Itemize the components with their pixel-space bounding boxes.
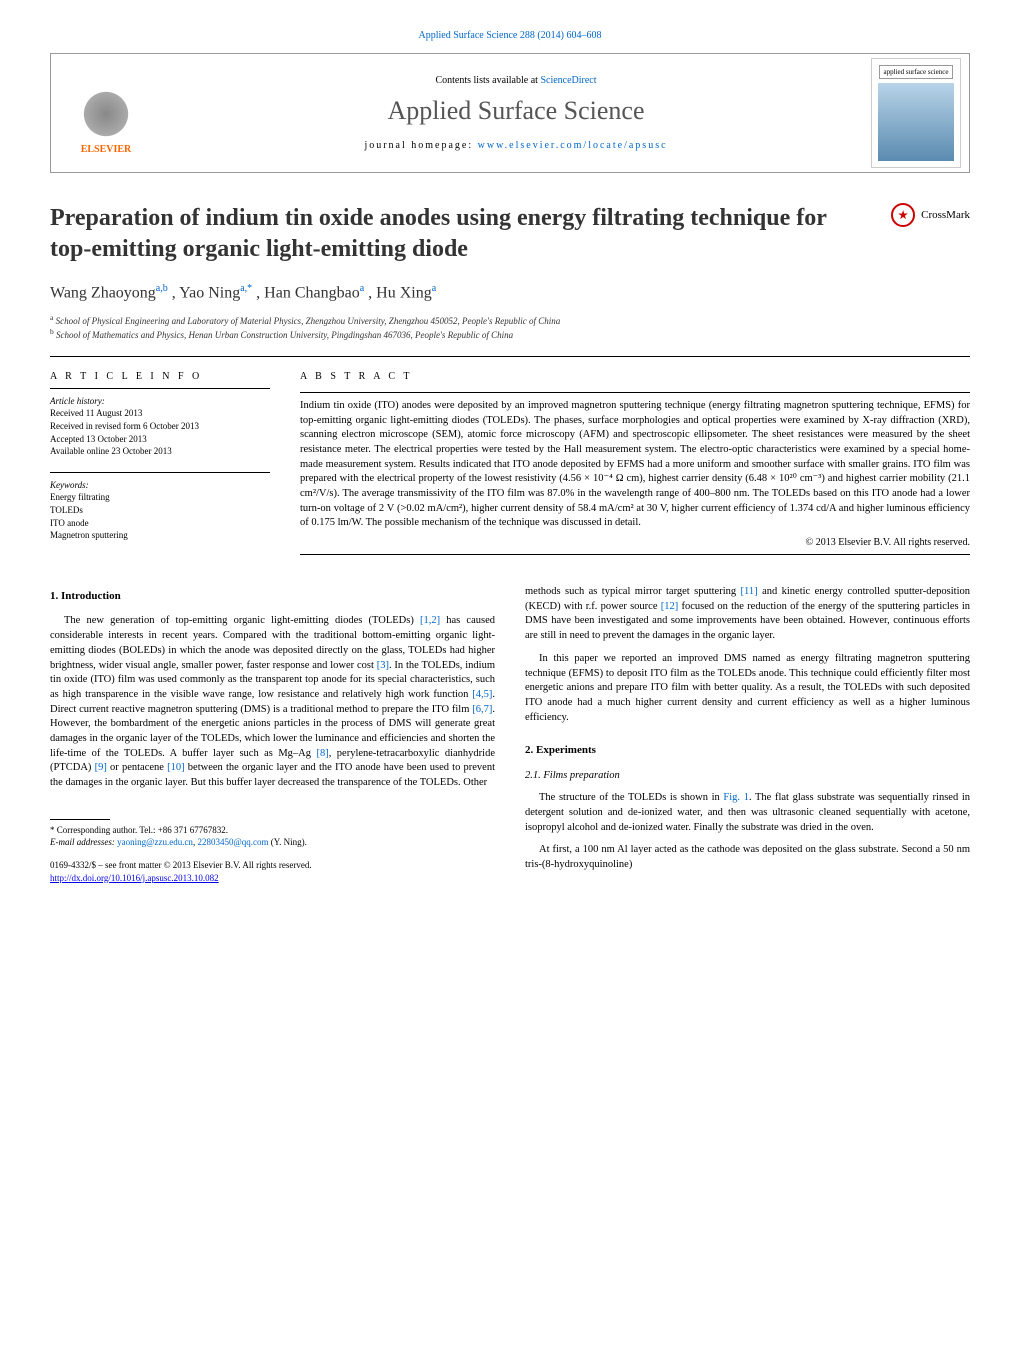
author-4: , Hu Xing: [368, 285, 432, 302]
affiliation-a-text: School of Physical Engineering and Labor…: [56, 316, 561, 326]
divider: [50, 356, 970, 357]
ref-link[interactable]: [1,2]: [420, 615, 440, 626]
intro-paragraph-1: The new generation of top-emitting organ…: [50, 614, 495, 790]
email-tail: (Y. Ning).: [268, 837, 306, 847]
figure-link[interactable]: Fig. 1: [723, 792, 749, 803]
cover-label: applied surface science: [879, 65, 954, 79]
email-link-1[interactable]: yaoning@zzu.edu.cn: [117, 837, 193, 847]
exp-paragraph-2: At first, a 100 nm Al layer acted as the…: [525, 843, 970, 872]
crossmark-badge[interactable]: CrossMark: [891, 203, 970, 227]
history-block: Article history: Received 11 August 2013…: [50, 395, 270, 458]
experiments-heading: 2. Experiments: [525, 743, 970, 758]
header-center: Contents lists available at ScienceDirec…: [161, 75, 871, 151]
text: methods such as typical mirror target sp…: [525, 586, 741, 597]
col2-paragraph-1: methods such as typical mirror target sp…: [525, 585, 970, 644]
corresponding-author: * Corresponding author. Tel.: +86 371 67…: [50, 824, 495, 837]
affiliation-b-text: School of Mathematics and Physics, Henan…: [56, 330, 513, 340]
corresponding-footer: * Corresponding author. Tel.: +86 371 67…: [50, 819, 495, 849]
author-1-sup: a,b: [156, 283, 168, 294]
ref-link[interactable]: [12]: [661, 601, 679, 612]
publisher-name: ELSEVIER: [81, 144, 132, 155]
films-prep-heading: 2.1. Films preparation: [525, 769, 970, 784]
author-2: , Yao Ning: [172, 285, 240, 302]
article-info-heading: A R T I C L E I N F O: [50, 371, 270, 382]
affiliations: a School of Physical Engineering and Lab…: [50, 313, 970, 342]
author-4-sup: a: [432, 283, 436, 294]
homepage-link[interactable]: www.elsevier.com/locate/apsusc: [478, 140, 668, 151]
footnote-rule: [50, 819, 110, 820]
cover-image: [878, 83, 954, 161]
email-line: E-mail addresses: yaoning@zzu.edu.cn, 22…: [50, 836, 495, 849]
crossmark-label: CrossMark: [921, 209, 970, 221]
ref-link[interactable]: [9]: [95, 762, 107, 773]
online-date: Available online 23 October 2013: [50, 445, 270, 458]
keyword-1: Energy filtrating: [50, 491, 270, 504]
journal-reference: Applied Surface Science 288 (2014) 604–6…: [50, 30, 970, 41]
authors-line: Wang Zhaoyonga,b , Yao Ninga,* , Han Cha…: [50, 283, 970, 302]
affiliation-b: b School of Mathematics and Physics, Hen…: [50, 327, 970, 342]
sciencedirect-link[interactable]: ScienceDirect: [540, 75, 596, 86]
exp-paragraph-1: The structure of the TOLEDs is shown in …: [525, 791, 970, 835]
keyword-3: ITO anode: [50, 517, 270, 530]
author-3-sup: a: [360, 283, 364, 294]
author-2-sup: a,*: [240, 283, 252, 294]
issn-line: 0169-4332/$ – see front matter © 2013 El…: [50, 859, 495, 872]
email-link-2[interactable]: 22803450@qq.com: [197, 837, 268, 847]
elsevier-tree-icon: [71, 72, 141, 142]
divider: [50, 472, 270, 473]
journal-cover: applied surface science: [871, 58, 961, 168]
divider: [300, 554, 970, 555]
right-column: methods such as typical mirror target sp…: [525, 585, 970, 884]
left-column: 1. Introduction The new generation of to…: [50, 585, 495, 884]
journal-header: ELSEVIER Contents lists available at Sci…: [50, 53, 970, 173]
author-3: , Han Changbao: [256, 285, 360, 302]
article-info-panel: A R T I C L E I N F O Article history: R…: [50, 371, 270, 561]
keywords-label: Keywords:: [50, 479, 270, 492]
ref-link[interactable]: [11]: [741, 586, 758, 597]
contents-prefix: Contents lists available at: [435, 75, 540, 86]
history-label: Article history:: [50, 395, 270, 408]
accepted-date: Accepted 13 October 2013: [50, 433, 270, 446]
introduction-heading: 1. Introduction: [50, 589, 495, 604]
article-title: Preparation of indium tin oxide anodes u…: [50, 203, 871, 265]
ref-link[interactable]: [8]: [316, 748, 328, 759]
ref-link[interactable]: [4,5]: [472, 689, 492, 700]
divider: [300, 392, 970, 393]
keyword-2: TOLEDs: [50, 504, 270, 517]
journal-title: Applied Surface Science: [161, 96, 871, 126]
ref-link[interactable]: [10]: [167, 762, 185, 773]
keywords-block: Keywords: Energy filtrating TOLEDs ITO a…: [50, 479, 270, 542]
abstract-text: Indium tin oxide (ITO) anodes were depos…: [300, 399, 970, 531]
received-date: Received 11 August 2013: [50, 407, 270, 420]
col2-paragraph-2: In this paper we reported an improved DM…: [525, 652, 970, 725]
revised-date: Received in revised form 6 October 2013: [50, 420, 270, 433]
abstract-panel: A B S T R A C T Indium tin oxide (ITO) a…: [300, 371, 970, 561]
affiliation-a: a School of Physical Engineering and Lab…: [50, 313, 970, 328]
ref-link[interactable]: [3]: [377, 660, 389, 671]
crossmark-icon: [891, 203, 915, 227]
author-1: Wang Zhaoyong: [50, 285, 156, 302]
text: The structure of the TOLEDs is shown in: [539, 792, 723, 803]
abstract-heading: A B S T R A C T: [300, 371, 970, 382]
homepage-line: journal homepage: www.elsevier.com/locat…: [161, 140, 871, 151]
publisher-logo: ELSEVIER: [51, 54, 161, 172]
text: or pentacene: [107, 762, 167, 773]
issn-footer: 0169-4332/$ – see front matter © 2013 El…: [50, 859, 495, 884]
ref-link[interactable]: [6,7]: [472, 704, 492, 715]
contents-line: Contents lists available at ScienceDirec…: [161, 75, 871, 86]
doi-link[interactable]: http://dx.doi.org/10.1016/j.apsusc.2013.…: [50, 873, 219, 883]
email-label: E-mail addresses:: [50, 837, 117, 847]
abstract-copyright: © 2013 Elsevier B.V. All rights reserved…: [300, 537, 970, 548]
keyword-4: Magnetron sputtering: [50, 529, 270, 542]
divider: [50, 388, 270, 389]
text: The new generation of top-emitting organ…: [64, 615, 420, 626]
homepage-prefix: journal homepage:: [364, 140, 477, 151]
